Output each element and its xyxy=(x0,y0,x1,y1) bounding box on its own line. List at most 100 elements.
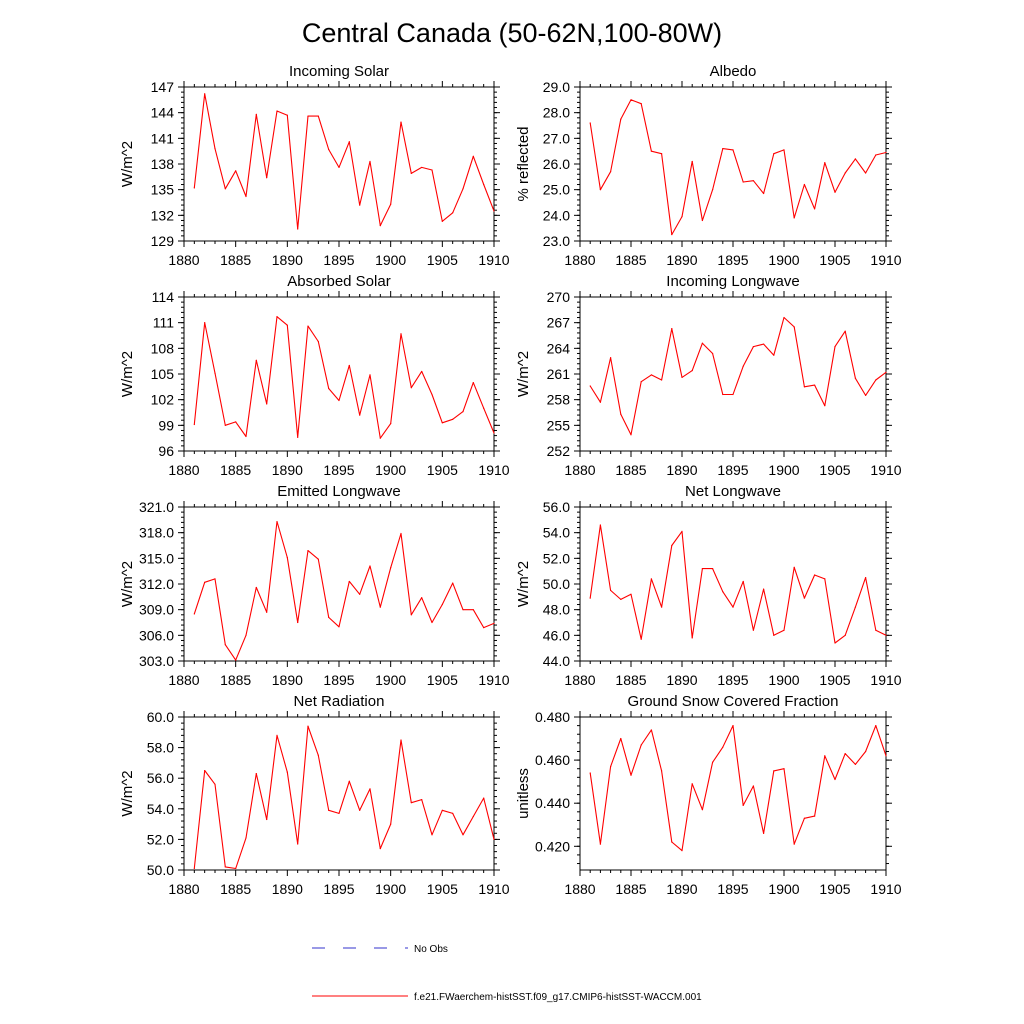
x-tick-label: 1890 xyxy=(666,252,697,268)
data-point xyxy=(783,768,785,770)
data-point xyxy=(773,634,775,636)
data-point xyxy=(193,613,195,615)
data-point xyxy=(235,867,237,870)
x-tick-label: 1880 xyxy=(168,252,199,268)
data-point xyxy=(410,387,412,389)
data-point xyxy=(824,162,826,164)
data-point xyxy=(297,436,299,438)
data-point xyxy=(204,581,206,583)
y-tick-label: 102 xyxy=(151,392,175,408)
y-tick-label: 52.0 xyxy=(543,550,570,566)
y-tick-label: 321.0 xyxy=(139,499,174,515)
x-tick-label: 1890 xyxy=(272,672,303,688)
data-point xyxy=(452,212,454,214)
data-point xyxy=(671,544,673,547)
data-point xyxy=(328,148,330,151)
data-point xyxy=(814,815,816,817)
data-point xyxy=(630,99,632,101)
data-point xyxy=(630,774,632,776)
data-point xyxy=(885,634,887,636)
y-tick-label: 25.0 xyxy=(543,182,570,198)
y-tick-label: 258 xyxy=(547,392,571,408)
x-tick-label: 1905 xyxy=(427,462,458,478)
data-point xyxy=(276,110,278,112)
data-point xyxy=(441,809,443,811)
data-point xyxy=(712,352,714,355)
data-point xyxy=(742,181,744,183)
plot-frame xyxy=(183,506,495,662)
y-tick-label: 54.0 xyxy=(543,525,570,541)
y-tick-label: 52.0 xyxy=(147,831,174,847)
x-tick-label: 1910 xyxy=(478,252,509,268)
data-point xyxy=(814,208,816,210)
data-point xyxy=(650,374,653,376)
data-point xyxy=(854,377,857,379)
y-tick-label: 135 xyxy=(151,182,175,198)
data-point xyxy=(452,812,454,814)
data-point xyxy=(834,191,836,193)
data-point xyxy=(742,804,744,806)
y-tick-label: 50.0 xyxy=(147,862,174,878)
data-point xyxy=(214,783,216,785)
y-tick-label: 129 xyxy=(151,233,175,249)
data-point xyxy=(193,867,195,870)
data-point xyxy=(410,802,412,804)
data-point xyxy=(661,770,663,772)
x-tick-label: 1895 xyxy=(717,672,748,688)
data-point xyxy=(681,216,683,218)
data-point xyxy=(224,866,226,868)
y-tick-label: 58.0 xyxy=(147,740,174,756)
y-tick-label: 111 xyxy=(153,315,174,331)
data-point xyxy=(885,371,887,373)
legend: No Obs f.e21.FWaerchem-histSST.f09_g17.C… xyxy=(312,944,702,1003)
figure-title: Central Canada (50-62N,100-80W) xyxy=(302,18,722,48)
panel-title: Albedo xyxy=(710,63,757,80)
x-tick-label: 1895 xyxy=(717,462,748,478)
x-tick-label: 1885 xyxy=(220,672,251,688)
data-point xyxy=(742,580,744,583)
data-point xyxy=(732,393,734,396)
y-tick-label: 96 xyxy=(158,443,174,459)
data-point xyxy=(286,771,288,773)
y-tick-label: 261 xyxy=(547,366,571,382)
data-point xyxy=(431,169,433,171)
data-point xyxy=(462,834,464,836)
data-point xyxy=(803,597,806,599)
x-tick-label: 1885 xyxy=(220,881,251,897)
data-point xyxy=(599,189,602,191)
data-point xyxy=(286,114,288,116)
y-tick-label: 46.0 xyxy=(543,627,570,643)
data-point xyxy=(752,346,755,348)
data-point xyxy=(276,734,278,736)
x-tick-label: 1905 xyxy=(819,672,850,688)
data-point xyxy=(589,122,591,124)
data-point xyxy=(803,817,806,819)
y-tick-label: 306.0 xyxy=(139,627,174,643)
x-tick-label: 1895 xyxy=(323,672,354,688)
data-point xyxy=(255,113,257,115)
x-tick-label: 1885 xyxy=(615,881,646,897)
data-point xyxy=(844,172,846,174)
x-tick-label: 1880 xyxy=(168,672,199,688)
data-point xyxy=(752,785,755,787)
data-point xyxy=(390,203,392,205)
data-point xyxy=(763,192,765,195)
x-tick-label: 1890 xyxy=(272,252,303,268)
data-point xyxy=(204,93,206,95)
data-point xyxy=(712,761,714,763)
data-point xyxy=(348,141,350,143)
data-point xyxy=(599,401,602,403)
data-point xyxy=(599,843,602,845)
data-point xyxy=(681,530,683,532)
panel-title: Ground Snow Covered Fraction xyxy=(628,693,839,710)
data-point xyxy=(620,598,622,601)
data-point xyxy=(276,316,278,318)
data-point xyxy=(483,407,485,409)
data-point xyxy=(620,118,622,120)
data-point xyxy=(441,422,443,424)
data-point xyxy=(834,642,836,644)
data-point xyxy=(814,574,816,576)
data-point xyxy=(630,593,632,595)
x-tick-label: 1905 xyxy=(819,462,850,478)
data-point xyxy=(773,354,775,356)
